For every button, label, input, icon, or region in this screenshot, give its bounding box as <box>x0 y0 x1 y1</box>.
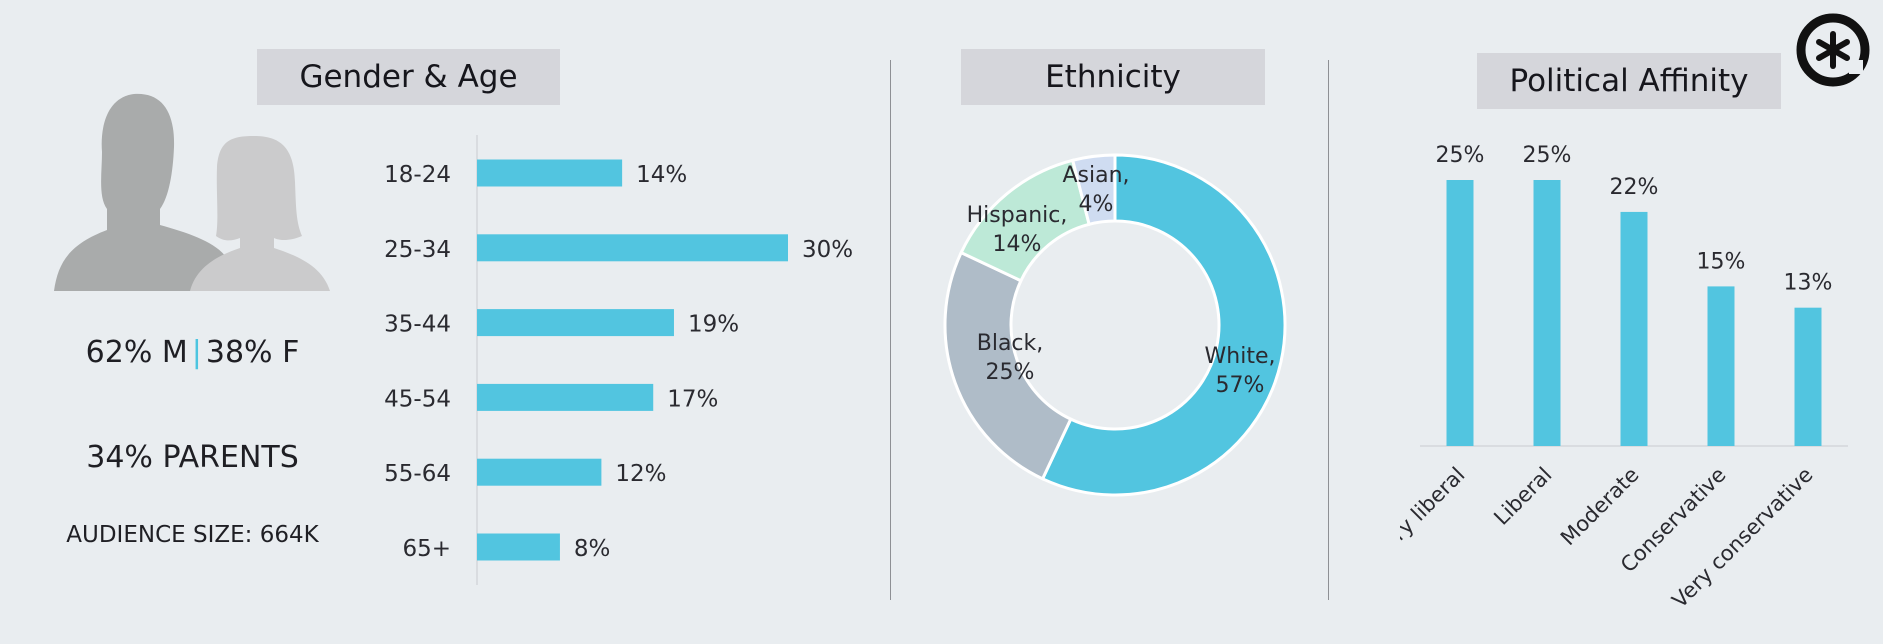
ethnicity-label: Asian, 4% <box>1062 163 1129 217</box>
political-value-label: 13% <box>1784 271 1833 296</box>
political-bar <box>1533 180 1561 446</box>
age-category-label: 25-34 <box>384 237 451 263</box>
age-value-label: 19% <box>688 312 739 338</box>
age-value-label: 14% <box>636 162 687 188</box>
age-category-label: 35-44 <box>384 312 451 338</box>
ethnicity-slice <box>1070 153 1117 227</box>
age-bar <box>477 458 602 486</box>
ethnicity-label-line: Black, <box>977 331 1044 356</box>
political-bar <box>1446 180 1474 446</box>
age-value-label: 12% <box>615 461 666 487</box>
age-value-label: 30% <box>802 237 853 263</box>
age-category-label: 65+ <box>402 536 451 562</box>
political-bar <box>1794 307 1822 446</box>
ethnicity-label-line: 57% <box>1216 373 1265 398</box>
age-bar <box>477 383 654 411</box>
gender-age-title: Gender & Age <box>257 49 560 105</box>
political-value-label: 25% <box>1436 143 1485 168</box>
panel-divider <box>890 60 891 600</box>
ethnicity-label-line: 25% <box>986 360 1035 385</box>
age-category-label: 55-64 <box>384 461 451 487</box>
age-category-label: 45-54 <box>384 386 451 412</box>
parents-stat: 34% PARENTS <box>86 440 299 475</box>
political-bar <box>1707 286 1735 446</box>
age-bar-chart: 18-24 14% 25-34 30% 35-44 19% 45-54 17% 55-64 12%… <box>384 135 853 585</box>
female-percent: 38% F <box>205 335 300 370</box>
ethnicity-label: White, 57% <box>1205 344 1276 398</box>
male-percent: 62% M <box>85 335 188 370</box>
political-bar <box>1620 211 1648 446</box>
age-value-label: 17% <box>667 386 718 412</box>
political-value-label: 25% <box>1523 143 1572 168</box>
ethnicity-label-line: Hispanic, <box>967 203 1068 228</box>
ethnicity-label-line: Asian, <box>1062 163 1129 188</box>
ethnicity-label-line: White, <box>1205 344 1276 369</box>
political-affinity-title: Political Affinity <box>1477 53 1781 109</box>
audience-size: AUDIENCE SIZE: 664K <box>66 522 319 548</box>
ethnicity-label-line: 4% <box>1079 192 1114 217</box>
political-value-label: 15% <box>1697 249 1746 274</box>
gender-separator: | <box>191 335 202 370</box>
ethnicity-label-line: 14% <box>993 232 1042 257</box>
age-bar <box>477 234 788 262</box>
ethnicity-donut-chart: White, 57% Black, 25% Hispanic, 14% Asian, 4% <box>943 153 1287 497</box>
age-value-label: 8% <box>574 536 611 562</box>
age-bar <box>477 309 674 337</box>
political-value-label: 22% <box>1610 175 1659 200</box>
asterisk-logo-icon <box>1796 13 1870 87</box>
male-silhouette-icon <box>54 93 234 291</box>
political-affinity-chart: 25%Very liberal25%Liberal22%Moderate15%C… <box>1400 143 1848 613</box>
ethnicity-label: Hispanic, 14% <box>967 203 1068 257</box>
age-category-label: 18-24 <box>384 162 451 188</box>
gender-split: 62% M | 38% F <box>40 335 345 370</box>
age-bar <box>477 159 623 187</box>
ethnicity-slice <box>1040 153 1287 497</box>
age-bar <box>477 533 560 561</box>
political-category-label: Liberal <box>1489 463 1556 530</box>
female-silhouette-icon <box>190 136 330 291</box>
panel-divider <box>1328 60 1329 600</box>
audience-silhouettes <box>54 93 330 291</box>
ethnicity-title: Ethnicity <box>961 49 1265 105</box>
political-category-label: Moderate <box>1556 463 1644 551</box>
ethnicity-label: Black, 25% <box>977 331 1044 385</box>
political-category-label: Very liberal <box>1400 463 1470 564</box>
ethnicity-slice <box>943 250 1073 481</box>
